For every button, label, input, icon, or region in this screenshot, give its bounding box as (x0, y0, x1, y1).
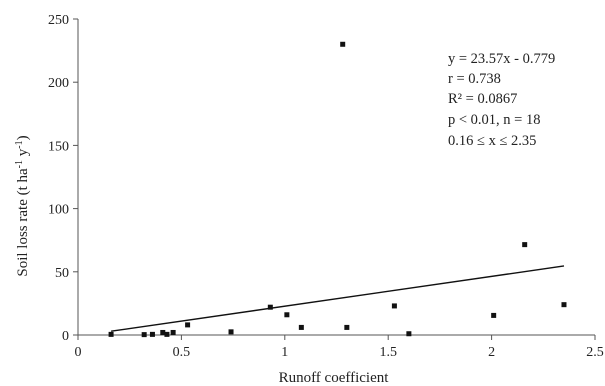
trendline (110, 265, 565, 332)
data-point (561, 302, 567, 308)
data-point (391, 303, 397, 309)
x-tick-label: 1 (281, 345, 288, 360)
data-point (340, 41, 346, 47)
data-point (491, 312, 497, 318)
data-point (344, 324, 350, 330)
regression-annotation: y = 23.57x - 0.779 r = 0.738 R² = 0.0867… (448, 51, 555, 149)
y-axis-title-end: ) (15, 135, 31, 140)
data-point (108, 331, 114, 337)
annotation-p-n: p < 0.01, n = 18 (448, 112, 540, 128)
x-tick-label: 1.5 (379, 345, 397, 360)
data-point (284, 312, 290, 318)
x-tick-label: 0.5 (173, 345, 191, 360)
y-axis-title-sup-1: -1 (14, 160, 25, 168)
data-point (522, 242, 528, 248)
data-point (267, 304, 273, 310)
data-point (170, 329, 176, 335)
data-points (108, 41, 567, 338)
annotation-equation: y = 23.57x - 0.779 (448, 51, 555, 67)
y-axis-title-main: Soil loss rate (t ha (15, 168, 31, 277)
x-tick-label: 0 (75, 345, 82, 360)
y-axis-title-mid: y (15, 148, 31, 160)
x-axis-title: Runoff coefficient (279, 370, 390, 386)
y-tick-label: 50 (55, 266, 69, 281)
x-tick-label: 2 (488, 345, 495, 360)
y-tick-label: 150 (48, 139, 69, 154)
y-tick-label: 250 (48, 13, 69, 28)
y-axis-title: Soil loss rate (t ha-1 y-1) (14, 135, 32, 276)
data-point (185, 322, 191, 328)
annotation-r: r = 0.738 (448, 71, 501, 87)
data-point (164, 331, 170, 337)
y-axis-title-sup-2: -1 (14, 140, 25, 148)
x-axis-ticks: 0 0.5 1 1.5 2 2.5 (75, 335, 604, 360)
data-point (406, 331, 412, 337)
y-tick-label: 200 (48, 76, 69, 91)
annotation-r-squared: R² = 0.0867 (448, 91, 517, 107)
data-point (160, 329, 166, 335)
data-point (228, 329, 234, 335)
y-tick-label: 0 (62, 329, 69, 344)
x-tick-label: 2.5 (586, 345, 604, 360)
y-tick-label: 100 (48, 203, 69, 218)
data-point (298, 324, 304, 330)
data-point (141, 332, 147, 338)
annotation-x-range: 0.16 ≤ x ≤ 2.35 (448, 133, 536, 149)
data-point (149, 331, 155, 337)
y-axis-ticks: 0 50 100 150 200 250 (48, 13, 78, 344)
